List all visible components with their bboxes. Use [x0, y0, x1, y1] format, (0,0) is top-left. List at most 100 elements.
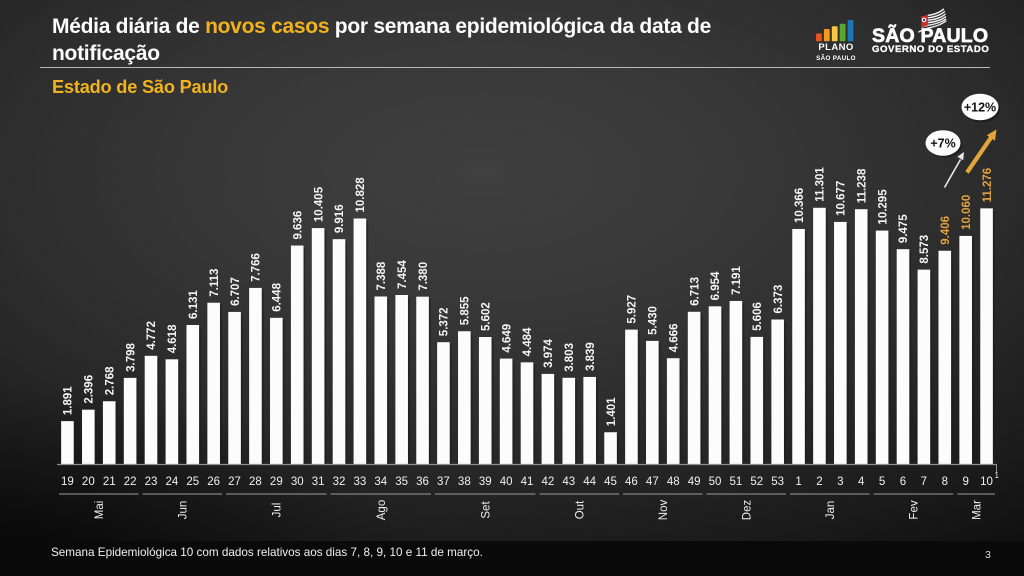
svg-text:40: 40 — [500, 476, 513, 488]
svg-text:10.060: 10.060 — [961, 195, 973, 230]
svg-text:5.927: 5.927 — [627, 295, 639, 324]
svg-text:11.301: 11.301 — [815, 167, 827, 202]
svg-text:47: 47 — [646, 476, 659, 488]
svg-text:19: 19 — [61, 476, 74, 488]
svg-text:48: 48 — [667, 476, 680, 488]
svg-text:4.618: 4.618 — [167, 324, 179, 353]
svg-text:Mar: Mar — [971, 500, 983, 520]
svg-text:32: 32 — [333, 476, 346, 488]
svg-text:38: 38 — [458, 476, 471, 488]
svg-text:30: 30 — [291, 476, 304, 488]
svg-text:4: 4 — [858, 476, 865, 488]
svg-text:4.484: 4.484 — [522, 327, 534, 356]
svg-text:31: 31 — [312, 476, 325, 488]
svg-text:Jan: Jan — [825, 501, 837, 520]
svg-text:Fev: Fev — [909, 500, 921, 519]
svg-text:1.891: 1.891 — [63, 386, 75, 415]
svg-text:2.396: 2.396 — [84, 375, 96, 404]
svg-text:2: 2 — [816, 476, 822, 488]
svg-text:1: 1 — [795, 476, 801, 488]
svg-text:28: 28 — [249, 476, 262, 488]
svg-text:5: 5 — [879, 476, 885, 488]
svg-text:24: 24 — [165, 476, 178, 488]
svg-text:3.974: 3.974 — [543, 339, 555, 368]
svg-text:9.475: 9.475 — [898, 214, 910, 243]
svg-text:4.649: 4.649 — [501, 324, 513, 353]
svg-text:6.713: 6.713 — [689, 277, 701, 306]
svg-text:3.798: 3.798 — [125, 343, 137, 372]
svg-text:33: 33 — [353, 476, 366, 488]
svg-text:45: 45 — [604, 476, 617, 488]
svg-text:11.238: 11.238 — [856, 168, 868, 203]
svg-text:9.636: 9.636 — [292, 211, 304, 240]
svg-text:2.768: 2.768 — [104, 366, 116, 395]
svg-text:10: 10 — [980, 476, 993, 488]
svg-text:27: 27 — [228, 476, 241, 488]
svg-text:7.113: 7.113 — [209, 269, 221, 297]
svg-text:3.839: 3.839 — [585, 342, 597, 371]
svg-text:22: 22 — [124, 476, 137, 488]
svg-text:Set: Set — [480, 501, 492, 519]
svg-text:5.372: 5.372 — [439, 307, 451, 336]
svg-text:43: 43 — [562, 476, 575, 488]
svg-text:3.803: 3.803 — [564, 343, 576, 372]
svg-text:6.707: 6.707 — [230, 277, 242, 306]
svg-text:29: 29 — [270, 476, 283, 488]
svg-text:7.766: 7.766 — [251, 253, 263, 282]
svg-text:10.828: 10.828 — [355, 177, 367, 213]
svg-text:6.954: 6.954 — [710, 271, 722, 300]
svg-text:8.573: 8.573 — [919, 235, 931, 264]
svg-text:+7%: +7% — [930, 137, 955, 151]
svg-text:10.677: 10.677 — [836, 181, 848, 216]
svg-text:10.405: 10.405 — [313, 186, 325, 222]
svg-text:9: 9 — [962, 476, 968, 488]
svg-text:1.401: 1.401 — [606, 397, 618, 426]
svg-text:42: 42 — [541, 476, 554, 488]
svg-text:4.666: 4.666 — [668, 323, 680, 352]
svg-text:41: 41 — [521, 476, 534, 488]
svg-text:51: 51 — [729, 476, 742, 488]
svg-text:5.602: 5.602 — [480, 302, 492, 331]
svg-text:Jul: Jul — [272, 503, 284, 518]
svg-text:37: 37 — [437, 476, 450, 488]
svg-text:3: 3 — [837, 476, 843, 488]
svg-text:5.430: 5.430 — [648, 306, 660, 335]
svg-text:52: 52 — [750, 476, 763, 488]
svg-text:6.131: 6.131 — [188, 290, 200, 319]
svg-text:50: 50 — [709, 476, 722, 488]
svg-text:7: 7 — [921, 476, 927, 488]
svg-text:Mai: Mai — [94, 501, 106, 520]
svg-text:10.366: 10.366 — [794, 188, 806, 223]
svg-text:9.916: 9.916 — [334, 204, 346, 233]
svg-text:8: 8 — [942, 476, 948, 488]
svg-text:20: 20 — [82, 476, 95, 488]
svg-text:36: 36 — [416, 476, 429, 488]
svg-text:7.454: 7.454 — [397, 260, 409, 289]
svg-text:21: 21 — [103, 476, 116, 488]
svg-text:9.406: 9.406 — [940, 216, 952, 245]
svg-text:5.855: 5.855 — [460, 296, 472, 325]
svg-text:49: 49 — [688, 476, 701, 488]
svg-text:Ago: Ago — [376, 500, 388, 520]
svg-text:4.772: 4.772 — [146, 321, 158, 350]
svg-text:34: 34 — [374, 476, 387, 488]
svg-text:26: 26 — [207, 476, 220, 488]
svg-text:25: 25 — [186, 476, 199, 488]
svg-text:23: 23 — [145, 476, 158, 488]
svg-text:46: 46 — [625, 476, 638, 488]
svg-text:11.276: 11.276 — [982, 168, 994, 203]
svg-text:1: 1 — [995, 471, 1000, 480]
svg-text:6.373: 6.373 — [773, 285, 785, 314]
svg-text:Dez: Dez — [742, 500, 754, 521]
svg-text:35: 35 — [395, 476, 408, 488]
svg-text:10.295: 10.295 — [877, 189, 889, 225]
svg-text:Jun: Jun — [178, 501, 190, 520]
svg-text:7.191: 7.191 — [731, 266, 743, 295]
svg-text:44: 44 — [583, 476, 596, 488]
svg-text:39: 39 — [479, 476, 492, 488]
svg-text:+12%: +12% — [964, 101, 996, 115]
svg-text:5.606: 5.606 — [752, 302, 764, 331]
svg-text:Out: Out — [574, 500, 586, 519]
svg-text:53: 53 — [771, 476, 784, 488]
svg-text:6: 6 — [900, 476, 906, 488]
